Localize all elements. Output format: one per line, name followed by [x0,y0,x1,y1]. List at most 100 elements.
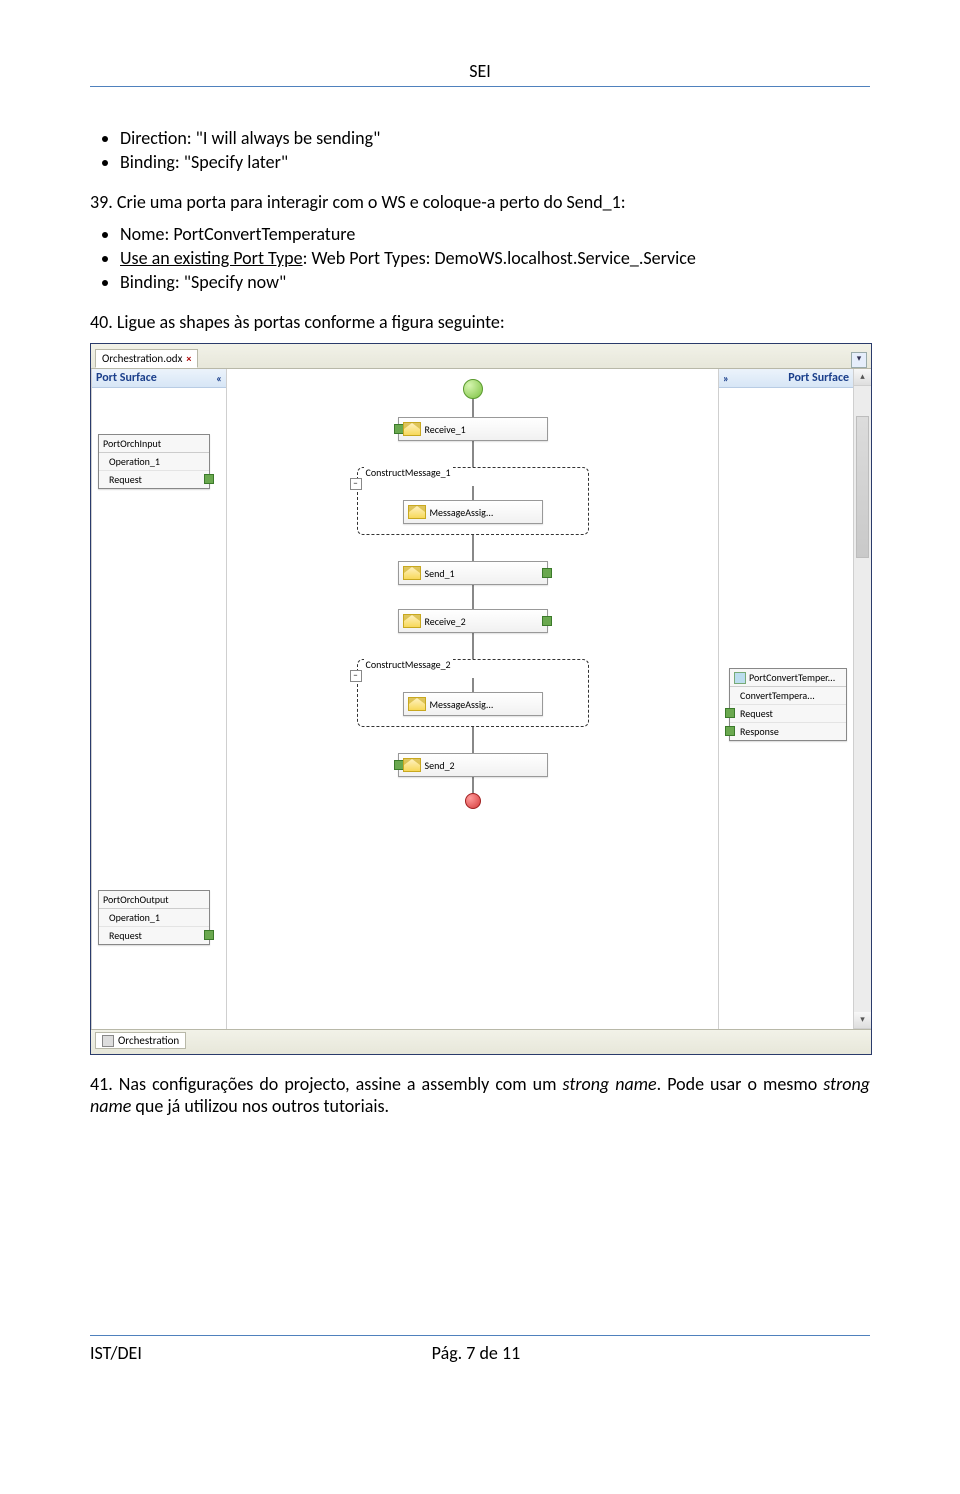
bullets-1: Direction: "I will always be sending" Bi… [120,127,870,173]
tab-label: Orchestration.odx [102,352,182,365]
step-40: 40. Ligue as shapes às portas conforme a… [90,311,870,333]
orchestration-screenshot: Orchestration.odx × ▾ Port Surface « Por… [90,343,872,1055]
expand-icon[interactable]: − [350,670,362,682]
step41-mid: . Pode usar o mesmo [657,1073,824,1095]
connector-handle[interactable] [204,930,214,940]
envelope-icon [408,505,426,519]
connector-handle[interactable] [725,708,735,718]
envelope-icon [403,422,421,436]
connector-line [472,777,474,793]
bullet-item: Use an existing Port Type: Web Port Type… [120,247,870,269]
document-tab[interactable]: Orchestration.odx × [95,349,198,368]
scroll-up-icon[interactable]: ▴ [854,369,871,386]
envelope-icon [403,614,421,628]
port-operation[interactable]: ConvertTempera... [730,687,846,705]
connector-handle[interactable] [725,726,735,736]
bottom-rule [90,1335,870,1336]
envelope-icon [403,758,421,772]
end-shape[interactable] [465,793,481,809]
footer-page: Pág. 7 de 11 [142,1342,810,1364]
bullets-2: Nome: PortConvertTemperature Use an exis… [120,223,870,293]
message-assignment-shape[interactable]: MessageAssig... [403,692,543,716]
connector-handle[interactable] [542,616,552,626]
port-operation[interactable]: Operation_1 [99,909,209,927]
port-convert-temperature[interactable]: PortConvertTemper... ConvertTempera... R… [729,668,847,741]
connector-line [472,633,474,659]
send-shape[interactable]: Send_1 [398,561,548,585]
port-request[interactable]: Request [99,927,209,944]
envelope-icon [408,697,426,711]
right-port-pane: » Port Surface PortConvertTemper... Conv… [718,369,853,1029]
connector-line [472,399,474,417]
start-shape[interactable] [463,379,483,399]
send-shape[interactable]: Send_2 [398,753,548,777]
connector-line [472,535,474,561]
top-rule [90,86,870,87]
page-header-title: SEI [90,60,870,82]
left-port-pane: Port Surface « PortOrchInput Operation_1… [91,369,227,1029]
construct-message-group[interactable]: − ConstructMessage_2 MessageAssig... [357,659,589,727]
left-port-header[interactable]: Port Surface « [92,369,226,388]
scroll-down-icon[interactable]: ▾ [854,1012,871,1029]
scroll-track[interactable] [854,558,871,1012]
connector-handle[interactable] [204,474,214,484]
strong-name-em: strong name [563,1073,657,1095]
step41-pre: 41. Nas configurações do projecto, assin… [90,1073,563,1095]
connector-line [472,727,474,753]
message-assignment-shape[interactable]: MessageAssig... [403,500,543,524]
orchestration-tab[interactable]: Orchestration [95,1032,186,1049]
page-footer: IST/DEI Pág. 7 de 11 [90,1325,870,1364]
port-request[interactable]: Request [730,705,846,723]
bottom-tab-bar: Orchestration [91,1029,871,1054]
port-surface-label: Port Surface [96,371,157,385]
port-type-underline: Use an existing Port Type [120,247,303,269]
chevron-left-icon[interactable]: « [216,372,222,385]
step41-end: que já utilizou nos outros tutoriais. [131,1095,389,1117]
step-41: 41. Nas configurações do projecto, assin… [90,1073,870,1117]
scroll-thumb[interactable] [856,416,869,558]
vertical-scrollbar[interactable]: ▴ ▾ [853,369,871,1029]
receive-shape[interactable]: Receive_2 [398,609,548,633]
document-tab-bar: Orchestration.odx × ▾ [91,344,871,369]
shape-label: Receive_1 [425,423,466,436]
close-icon[interactable]: × [186,352,191,365]
group-title: ConstructMessage_1 [364,466,453,479]
connector-line [472,678,474,692]
right-port-header[interactable]: » Port Surface [719,369,853,388]
port-response[interactable]: Response [730,723,846,740]
port-orch-output[interactable]: PortOrchOutput Operation_1 Request [98,890,210,945]
port-operation[interactable]: Operation_1 [99,453,209,471]
center-flow-pane: Receive_1 − ConstructMessage_1 MessageAs… [227,369,718,1029]
receive-shape[interactable]: Receive_1 [398,417,548,441]
connector-handle[interactable] [542,568,552,578]
bullet-item: Binding: "Specify later" [120,151,870,173]
connector-line [472,585,474,609]
step-39: 39. Crie uma porta para interagir com o … [90,191,870,213]
shape-label: Send_2 [425,759,455,772]
port-type-rest: : Web Port Types: DemoWS.localhost.Servi… [303,247,696,269]
port-title: PortOrchOutput [99,891,209,909]
port-title: PortOrchInput [99,435,209,453]
shape-label: Send_1 [425,567,455,580]
construct-message-group[interactable]: − ConstructMessage_1 MessageAssig... [357,467,589,535]
bullet-item: Direction: "I will always be sending" [120,127,870,149]
bullet-item: Nome: PortConvertTemperature [120,223,870,245]
orchestration-icon [102,1035,114,1047]
expand-icon[interactable]: − [350,478,362,490]
bullet-item: Binding: "Specify now" [120,271,870,293]
envelope-icon [403,566,421,580]
bottom-tab-label: Orchestration [118,1034,179,1047]
connector-line [472,441,474,467]
port-title: PortConvertTemper... [730,669,846,687]
shape-label: Receive_2 [425,615,466,628]
chevron-right-icon[interactable]: » [723,372,729,385]
shape-label: MessageAssig... [430,506,494,519]
designer-surface: Port Surface « PortOrchInput Operation_1… [91,369,871,1029]
tab-dropdown-icon[interactable]: ▾ [851,352,867,368]
port-surface-label: Port Surface [788,371,849,385]
connector-line [472,486,474,500]
shape-label: MessageAssig... [430,698,494,711]
port-orch-input[interactable]: PortOrchInput Operation_1 Request [98,434,210,489]
port-request[interactable]: Request [99,471,209,488]
group-title: ConstructMessage_2 [364,658,453,671]
